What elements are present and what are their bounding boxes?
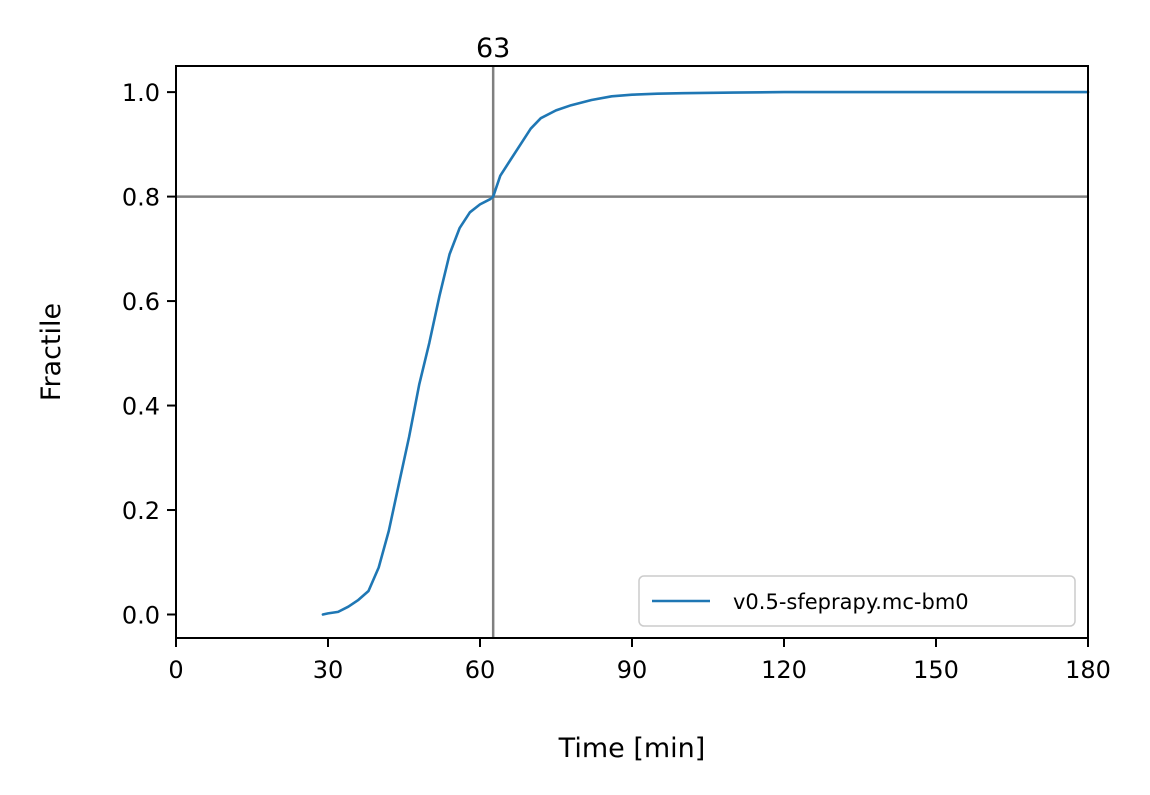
x-tick-label: 60 (465, 656, 496, 684)
y-tick-label: 0.4 (122, 393, 160, 421)
y-axis-ticks: 0.0 0.2 0.4 0.6 0.8 1.0 (122, 79, 176, 629)
x-tick-label: 150 (913, 656, 959, 684)
y-tick-label: 0.2 (122, 497, 160, 525)
x-tick-label: 120 (761, 656, 807, 684)
y-tick-label: 0.8 (122, 184, 160, 212)
legend-box (638, 575, 1076, 627)
x-tick-label: 90 (617, 656, 648, 684)
y-tick-label: 0.6 (122, 288, 160, 316)
reference-lines (176, 66, 1088, 638)
vertical-line-label: 63 (476, 33, 510, 64)
y-tick-label: 0.0 (122, 601, 160, 629)
y-axis-label: Fractile (36, 303, 67, 401)
x-axis-ticks: 0 30 60 90 120 150 180 (168, 638, 1111, 684)
x-tick-label: 30 (313, 656, 344, 684)
x-tick-label: 180 (1065, 656, 1111, 684)
x-axis-label: Time [min] (558, 733, 706, 764)
plot-series (321, 90, 1090, 616)
legend-label: v0.5-sfeprapy.mc-bm0 (733, 590, 969, 614)
y-tick-label: 1.0 (122, 79, 160, 107)
legend: v0.5-sfeprapy.mc-bm0 (638, 575, 1076, 627)
x-tick-label: 0 (168, 656, 183, 684)
series-line (321, 90, 1090, 616)
plot-frame (175, 65, 1089, 639)
